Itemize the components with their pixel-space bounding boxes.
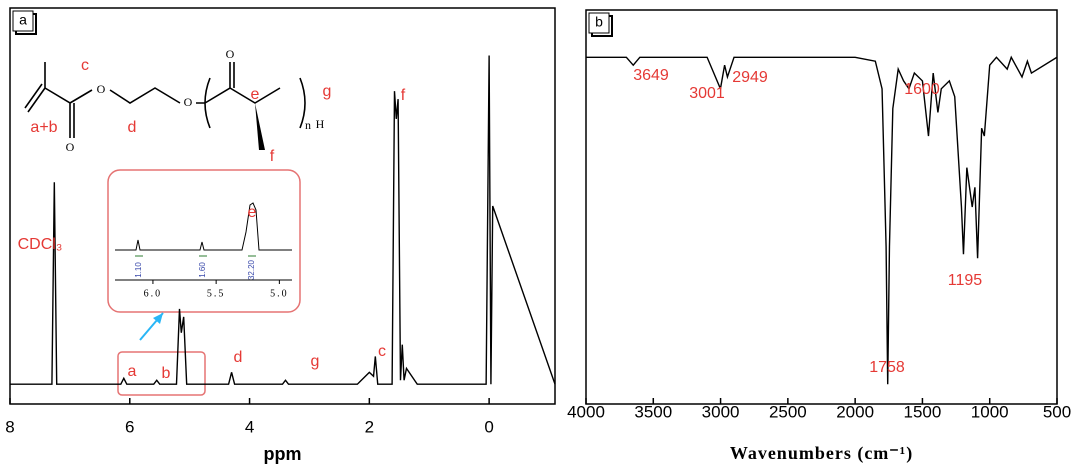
x-tick-label: 1000 [971, 402, 1009, 421]
arrow-head [153, 313, 163, 324]
x-tick-label: 2000 [836, 402, 874, 421]
structure [24, 62, 306, 150]
inset: 6.0 5.5 5.0 1.10 1.60 32.20 e [107, 169, 301, 313]
x-axis-label: Wavenumbers (cm⁻¹) [730, 443, 913, 464]
panel-label-box [588, 12, 610, 34]
panel-label: b [595, 14, 603, 30]
inset-tick-label: 5.0 [270, 288, 289, 299]
spectrum-line [586, 55, 1058, 385]
peak-label: 2949 [732, 69, 768, 86]
structure-atom: n [305, 118, 311, 132]
x-tick-label: 2500 [769, 402, 807, 421]
structure-label: c [81, 57, 89, 74]
peak-label: CDCl₃ [18, 236, 63, 253]
peak-label: c [378, 343, 386, 360]
inset-frame [107, 169, 301, 313]
peak-label: 1600 [904, 81, 940, 98]
x-tick-label: 3000 [702, 402, 740, 421]
x-tick-label: 2 [365, 417, 374, 436]
x-tick-label: 6 [125, 417, 134, 436]
structure-label: d [128, 119, 137, 136]
x-tick-label: 500 [1043, 402, 1071, 421]
structure-atom: O [184, 95, 193, 109]
x-axis-label: ppm [264, 444, 302, 464]
integral-label: 1.60 [198, 262, 207, 278]
inset-tick-label: 6.0 [144, 288, 163, 299]
structure-label: a+b [30, 119, 57, 136]
peak-label: f [401, 87, 406, 104]
peak-label: b [162, 365, 171, 382]
x-tick-label: 1500 [904, 402, 942, 421]
peak-label: 3649 [633, 67, 669, 84]
peak-label: 3001 [689, 85, 725, 102]
structure-atom: O [226, 47, 235, 61]
structure-label: f [270, 148, 275, 165]
peak-label: g [311, 353, 320, 370]
structure-label: g [323, 83, 332, 100]
peak-label: a [128, 363, 137, 380]
inset-spectrum [115, 202, 292, 251]
plot-frame [585, 9, 1058, 405]
integral-label: 32.20 [247, 259, 256, 280]
inset-peak-label: e [248, 204, 257, 221]
x-tick-label: 4 [245, 417, 254, 436]
panel-label-corner [591, 15, 613, 37]
x-tick-label: 3500 [634, 402, 672, 421]
plot-frame [9, 7, 556, 405]
spectrum-line [10, 55, 556, 385]
x-tick-label: 0 [484, 417, 493, 436]
structure-label: e [251, 86, 260, 103]
panel-label-box [12, 10, 34, 32]
peak-label: 1758 [869, 359, 905, 376]
highlight-box [117, 351, 206, 396]
inset-tick-label: 5.5 [207, 288, 226, 299]
structure-atom: O [66, 140, 75, 154]
structure-atom: O [97, 82, 106, 96]
x-tick-label: 8 [5, 417, 14, 436]
integral-label: 1.10 [134, 262, 143, 278]
peak-label: d [234, 349, 243, 366]
panel-label: a [19, 12, 27, 28]
peak-label: 1195 [948, 272, 983, 289]
panel-label-corner [15, 13, 37, 35]
x-tick-label: 4000 [567, 402, 605, 421]
structure-atom: H [316, 117, 325, 131]
